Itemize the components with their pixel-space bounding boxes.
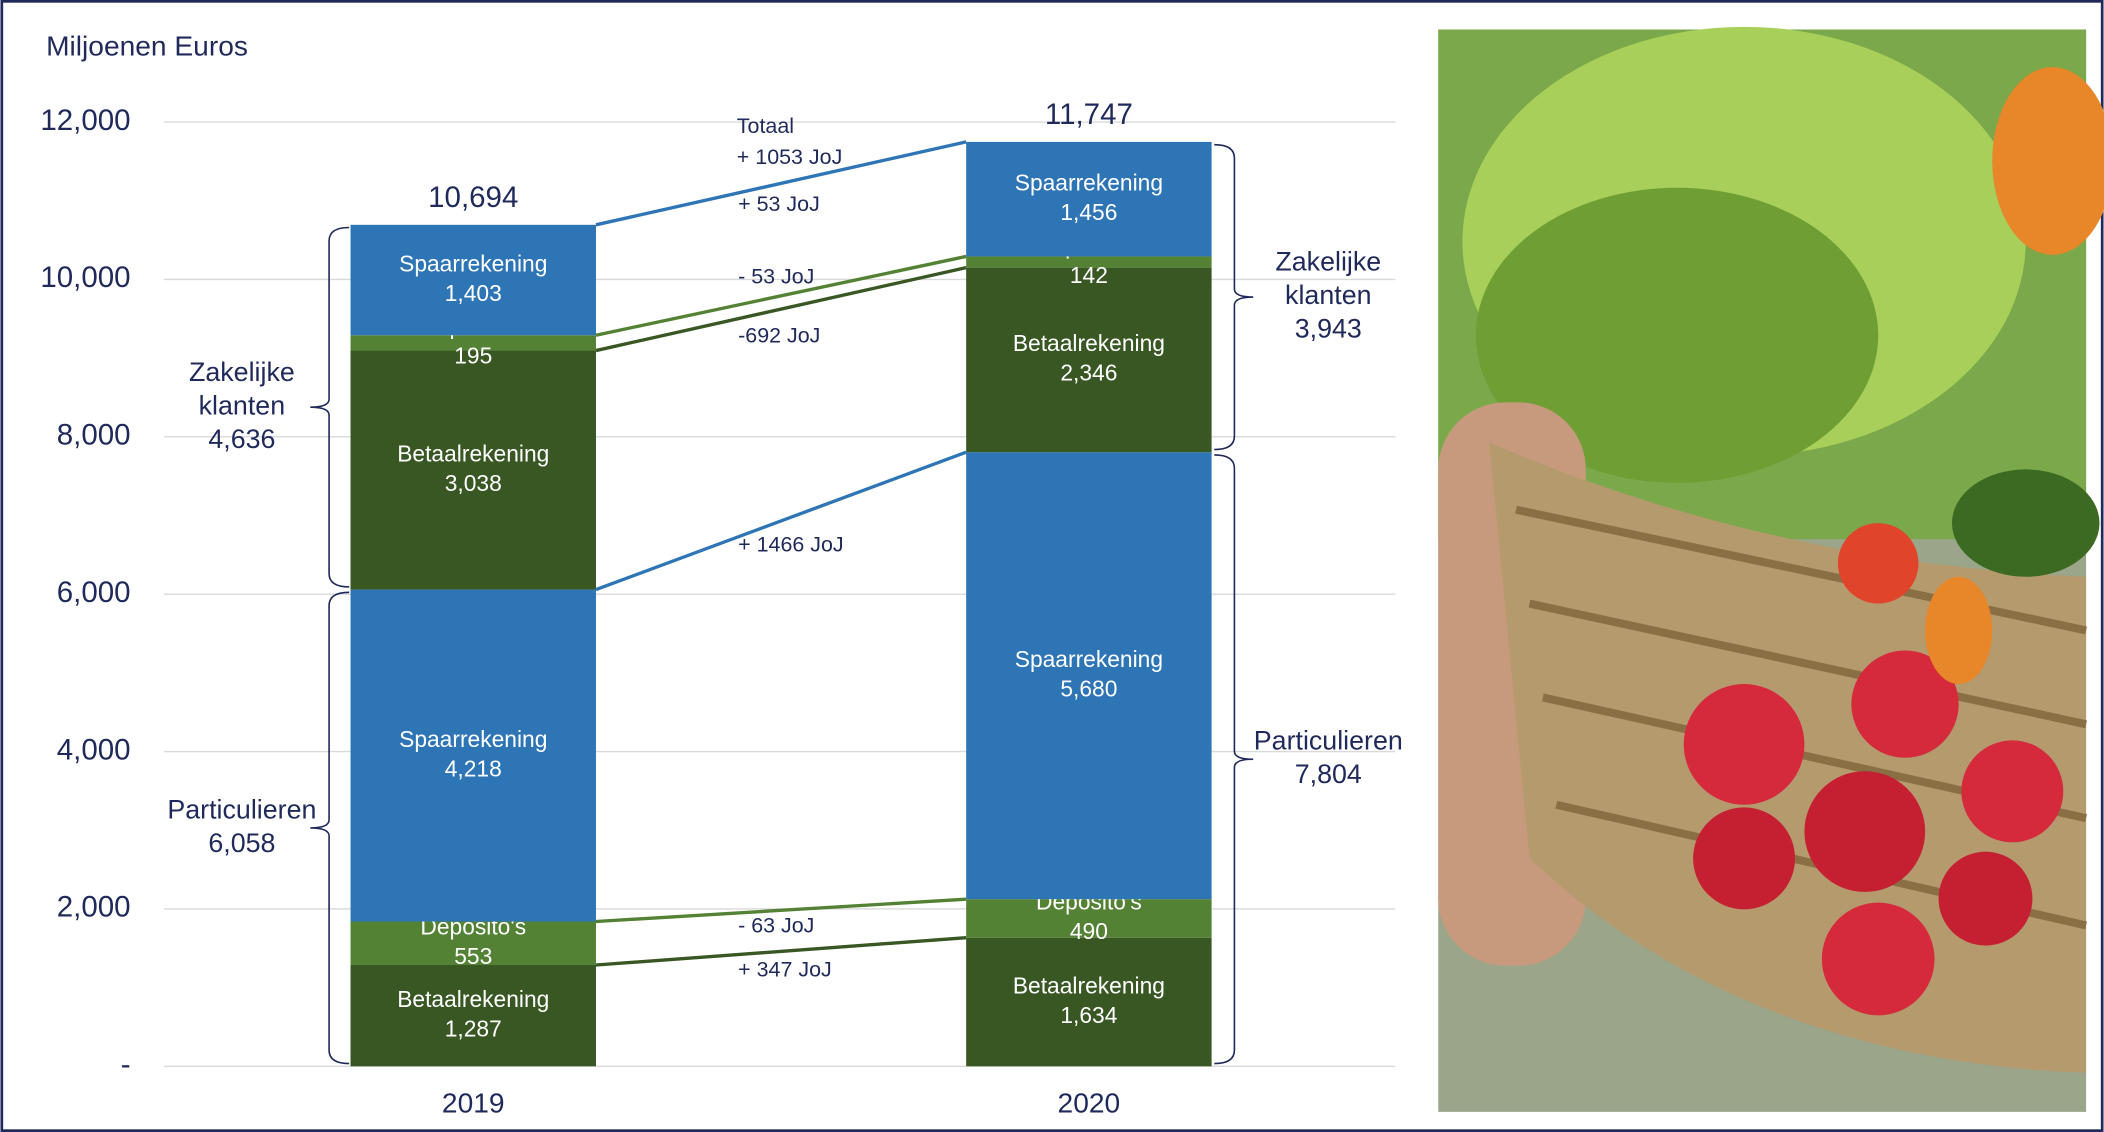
group-brace <box>310 226 350 588</box>
bar-segment <box>966 256 1212 268</box>
group-name: Particulieren <box>167 794 316 824</box>
group-brace <box>1214 143 1254 451</box>
segment-value: 553 <box>454 943 492 969</box>
bar-segment <box>350 350 596 590</box>
group-brace <box>310 591 350 1065</box>
segment-name: Spaarrekening <box>399 250 547 276</box>
group-name: Particulieren <box>1254 726 1403 756</box>
bar-segment <box>966 452 1212 900</box>
change-label: -692 JoJ <box>738 323 820 347</box>
segment-value: 1,456 <box>1060 199 1117 225</box>
group-name: klanten <box>199 390 285 420</box>
segment-name: Betaalrekening <box>1013 330 1165 356</box>
connector <box>595 254 967 337</box>
y-tick-label: - <box>121 1048 131 1081</box>
group-name: Zakelijke <box>1275 247 1381 277</box>
bar-segment <box>966 937 1212 1067</box>
x-tick-label: 2019 <box>442 1088 505 1119</box>
photo <box>1438 26 2104 1112</box>
bar-segment <box>966 267 1212 453</box>
segment-value: 1,287 <box>445 1015 502 1041</box>
bar-segment <box>350 965 596 1067</box>
y-tick-label: 6,000 <box>57 576 131 609</box>
y-tick-label: 12,000 <box>40 104 130 137</box>
change-label: + 347 JoJ <box>738 958 832 982</box>
group-brace <box>1214 454 1254 1065</box>
total-change-title: Totaal <box>737 114 794 138</box>
bar-segment <box>966 141 1212 257</box>
group-value: 7,804 <box>1295 759 1362 789</box>
change-label: + 53 JoJ <box>738 192 820 216</box>
total-label: 10,694 <box>428 181 518 214</box>
y-tick-label: 2,000 <box>57 891 131 924</box>
segment-value: 142 <box>1070 262 1108 288</box>
segment-value: 2,346 <box>1060 360 1117 386</box>
segment-name: Betaalrekening <box>1013 972 1165 998</box>
group-value: 3,943 <box>1295 314 1362 344</box>
group-name: klanten <box>1285 280 1371 310</box>
connector <box>595 450 967 592</box>
group-name: Zakelijke <box>189 357 295 387</box>
segment-name: Spaarrekening <box>399 726 547 752</box>
segment-name: Spaarrekening <box>1015 646 1163 672</box>
segment-value: 1,634 <box>1060 1002 1117 1028</box>
segment-value: 195 <box>454 343 492 369</box>
segment-value: 5,680 <box>1060 675 1117 701</box>
total-label: 11,747 <box>1045 98 1133 131</box>
connector <box>595 897 967 924</box>
bar-segment <box>966 899 1212 938</box>
segment-name: Spaarrekening <box>1015 169 1163 195</box>
group-value: 6,058 <box>208 828 275 858</box>
group-value: 4,636 <box>208 424 275 454</box>
connector <box>595 265 967 353</box>
change-label: - 63 JoJ <box>738 913 814 937</box>
bar-segment <box>350 589 596 922</box>
segment-value: 4,218 <box>445 755 502 781</box>
x-tick-label: 2020 <box>1058 1088 1121 1119</box>
bar-segment <box>350 335 596 351</box>
change-label: - 53 JoJ <box>738 264 814 288</box>
segment-name: Betaalrekening <box>397 440 549 466</box>
segment-name: Betaalrekening <box>397 986 549 1012</box>
y-tick-label: 8,000 <box>57 419 131 452</box>
connector <box>595 936 967 967</box>
segment-value: 490 <box>1070 918 1108 944</box>
connector <box>595 140 967 227</box>
segment-value: 1,403 <box>445 280 502 306</box>
change-label: + 1466 JoJ <box>738 533 843 557</box>
y-axis-label: Miljoenen Euros <box>46 31 248 62</box>
y-tick-label: 4,000 <box>57 733 131 766</box>
bar-segment <box>350 224 596 336</box>
bar-segment <box>350 921 596 966</box>
segment-value: 3,038 <box>445 470 502 496</box>
total-change: + 1053 JoJ <box>737 145 842 169</box>
y-tick-label: 10,000 <box>40 261 130 294</box>
